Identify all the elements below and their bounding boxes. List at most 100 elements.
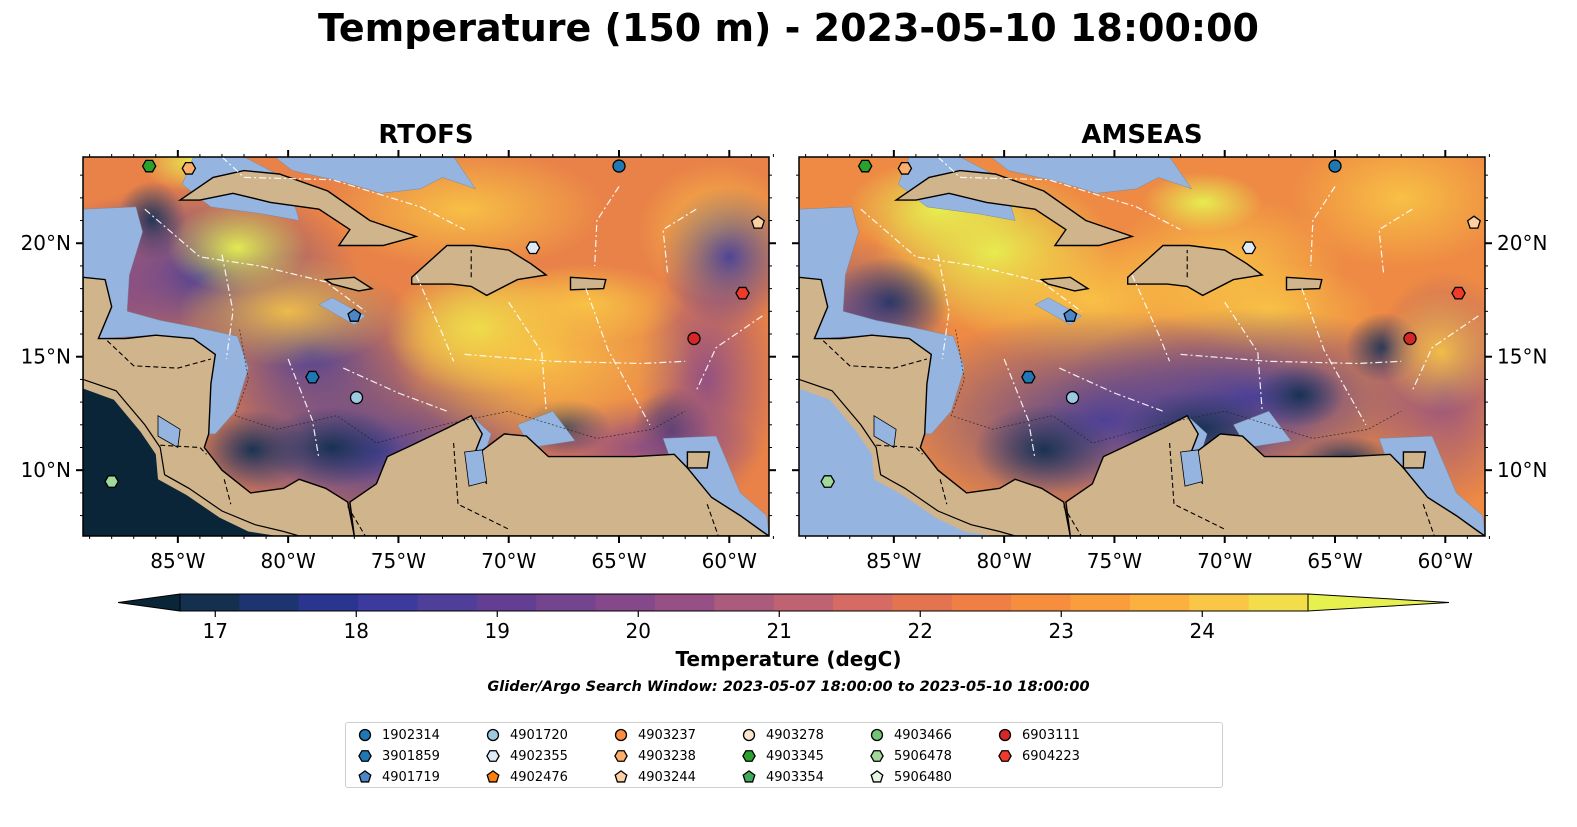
colorbar-tick-label: 21 (767, 619, 792, 643)
legend-marker (870, 770, 884, 783)
legend-entry-4901720: 4901720 (484, 725, 568, 745)
colorbar-tick-label: 22 (908, 619, 933, 643)
colorbar-bin (833, 594, 894, 611)
colorbar-tick-label: 23 (1049, 619, 1074, 643)
legend-marker-circle-icon (742, 728, 756, 742)
colorbar-bin (476, 594, 537, 611)
legend-marker (486, 728, 500, 742)
legend-entry-4903278: 4903278 (740, 725, 824, 745)
platform-marker-3901859 (305, 370, 320, 384)
lat-tick-label-right: 15°N (1497, 345, 1547, 369)
map-panel-amseas (799, 157, 1485, 536)
legend-marker-hexagon-icon (614, 750, 628, 762)
map-frames (76, 150, 1492, 543)
colorbar-extend-low (117, 593, 181, 612)
legend-marker-hexagon-icon (358, 750, 372, 762)
legend-marker-hexagon-icon (998, 750, 1012, 762)
platform-marker-1902314 (612, 159, 626, 173)
lon-tick-label: 80°W (977, 549, 1032, 573)
lat-tick-label-right: 10°N (1497, 458, 1547, 482)
legend-label: 3901859 (382, 748, 440, 764)
legend-entry-4901719: 4901719 (356, 767, 440, 787)
platform-marker-4903238 (181, 161, 197, 175)
platform-marker-4901719 (1063, 308, 1078, 322)
platform-legend: 1902314 3901859 4901719 4901720 4902355 49024… (345, 722, 1223, 788)
colorbar-bin (180, 594, 240, 611)
colorbar-tick-label: 20 (626, 619, 651, 643)
legend-label: 6903111 (1022, 727, 1080, 743)
legend-entry-6904223: 6904223 (996, 746, 1080, 766)
platform-markers (104, 159, 1482, 488)
colorbar-tick-label: 18 (344, 619, 369, 643)
colorbar-bin (536, 594, 597, 611)
legend-marker-pentagon-icon (870, 770, 884, 783)
platform-marker-3901859 (1021, 370, 1036, 384)
lon-tick-label: 85°W (150, 549, 205, 573)
legend-marker (742, 770, 756, 783)
search-window-text: Glider/Argo Search Window: 2023-05-07 18… (487, 679, 1090, 695)
legend-marker (998, 728, 1012, 742)
platform-marker-1902314 (1328, 159, 1342, 173)
legend-marker (358, 750, 372, 762)
colorbar-extend-high (1307, 593, 1450, 612)
legend-marker-circle-icon (486, 728, 500, 742)
lon-tick-label: 60°W (702, 549, 757, 573)
colorbar-bin (358, 594, 419, 611)
legend-marker-pentagon-icon (614, 770, 628, 783)
legend-marker (358, 728, 372, 742)
legend-marker (486, 770, 500, 783)
platform-marker-4903238 (897, 161, 913, 175)
legend-marker-pentagon-icon (742, 770, 756, 783)
legend-label: 5906480 (894, 769, 952, 785)
legend-label: 4901719 (382, 769, 440, 785)
platform-marker-4903244 (750, 215, 766, 229)
figure-title: Temperature (150 m) - 2023-05-10 18:00:0… (317, 6, 1259, 50)
colorbar-bin (1248, 594, 1309, 611)
legend-marker-hexagon-icon (486, 750, 500, 762)
platform-marker-4903345 (857, 159, 873, 173)
legend-label: 4902355 (510, 748, 568, 764)
lon-tick-label: 65°W (1307, 549, 1362, 573)
platform-marker-4901720 (1065, 390, 1080, 405)
legend-marker (614, 750, 628, 762)
legend-marker-pentagon-icon (358, 770, 372, 783)
legend-label: 4903238 (638, 748, 696, 764)
platform-marker-4903244 (1466, 215, 1482, 229)
platform-marker-6903111 (687, 331, 701, 346)
lon-tick-label: 70°W (1197, 549, 1252, 573)
colorbar-label: Temperature (degC) (675, 647, 902, 671)
legend-marker (742, 750, 756, 762)
legend-marker (998, 750, 1012, 762)
legend-entry-5906478: 5906478 (868, 746, 952, 766)
colorbar-bin (417, 594, 478, 611)
platform-marker-6904223 (1451, 286, 1466, 300)
legend-marker (870, 750, 884, 762)
colorbar-bin (1070, 594, 1131, 611)
legend-marker (870, 728, 884, 742)
legend-label: 4903354 (766, 769, 824, 785)
legend-label: 4903244 (638, 769, 696, 785)
platform-marker-4903345 (141, 159, 157, 173)
colorbar-bin (892, 594, 953, 611)
lon-tick-label: 75°W (1087, 549, 1142, 573)
legend-marker (742, 728, 756, 742)
legend-label: 5906478 (894, 748, 952, 764)
colorbar: 17 18 19 20 21 22 23 24 (117, 593, 1450, 643)
legend-label: 4903466 (894, 727, 952, 743)
legend-marker (614, 770, 628, 783)
legend-entry-4902476: 4902476 (484, 767, 568, 787)
colorbar-tick-label: 19 (485, 619, 510, 643)
legend-entry-5906480: 5906480 (868, 767, 952, 787)
platform-marker-4901719 (347, 308, 362, 322)
platform-marker-4901720 (349, 390, 364, 405)
axis-ticks: 85°W 80°W 75°W 70°W 65°W 60°W 85°W 80°W 75°W 70°W… (21, 231, 1548, 573)
panel-title-amseas: AMSEAS (1081, 120, 1203, 150)
lon-tick-label: 60°W (1418, 549, 1473, 573)
lon-tick-label: 70°W (481, 549, 536, 573)
legend-entry-4903237: 4903237 (612, 725, 696, 745)
platform-marker-4902355 (1241, 241, 1257, 255)
colorbar-tick-label: 17 (203, 619, 228, 643)
legend-marker-circle-icon (358, 728, 372, 742)
legend-label: 4903278 (766, 727, 824, 743)
